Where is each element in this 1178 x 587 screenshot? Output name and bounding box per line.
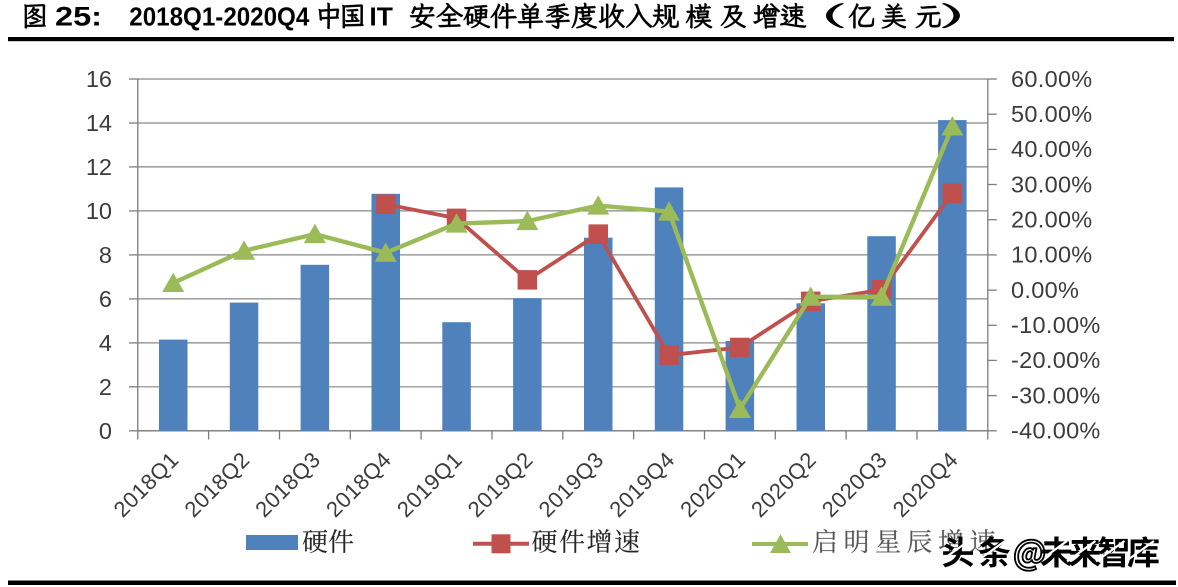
svg-text:20.00%: 20.00% bbox=[1011, 207, 1093, 233]
svg-text:-20.00%: -20.00% bbox=[1011, 347, 1101, 373]
svg-text:0: 0 bbox=[99, 418, 112, 444]
svg-text:6: 6 bbox=[99, 286, 112, 312]
svg-text:IT: IT bbox=[369, 1, 393, 31]
svg-text:2: 2 bbox=[99, 374, 112, 400]
svg-text:12: 12 bbox=[86, 154, 112, 180]
svg-text:16: 16 bbox=[86, 66, 112, 92]
svg-text:10.00%: 10.00% bbox=[1011, 242, 1093, 268]
svg-text:4: 4 bbox=[99, 330, 112, 356]
svg-text:30.00%: 30.00% bbox=[1011, 171, 1093, 197]
svg-text:8: 8 bbox=[99, 242, 112, 268]
svg-text:-30.00%: -30.00% bbox=[1011, 382, 1101, 408]
svg-text:-10.00%: -10.00% bbox=[1011, 312, 1101, 338]
svg-text:2018Q1-2020Q4: 2018Q1-2020Q4 bbox=[129, 1, 309, 31]
svg-text:40.00%: 40.00% bbox=[1011, 136, 1093, 162]
svg-text:-40.00%: -40.00% bbox=[1011, 418, 1101, 444]
svg-text:10: 10 bbox=[86, 198, 112, 224]
svg-text:50.00%: 50.00% bbox=[1011, 101, 1093, 127]
svg-text:14: 14 bbox=[86, 110, 112, 136]
svg-text:60.00%: 60.00% bbox=[1011, 66, 1093, 92]
svg-text:0.00%: 0.00% bbox=[1011, 277, 1079, 303]
svg-text:25:: 25: bbox=[55, 1, 102, 31]
